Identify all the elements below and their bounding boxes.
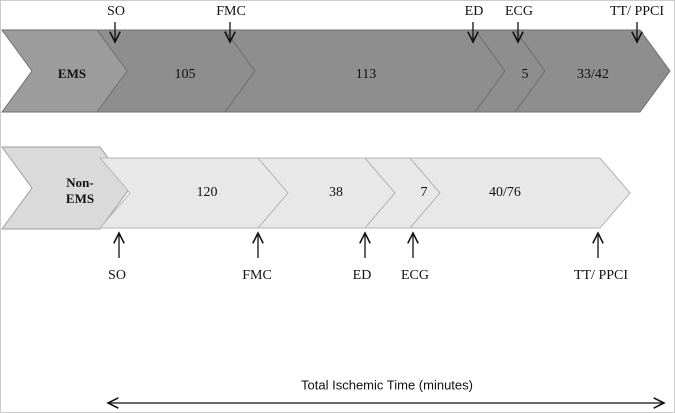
- segment-label: 38: [329, 185, 343, 200]
- marker-label: ECG: [505, 4, 533, 19]
- segment-label: 120: [197, 185, 218, 200]
- row-label: EMS: [66, 191, 94, 206]
- segment-label: 105: [175, 67, 196, 82]
- segment: [408, 157, 631, 229]
- marker-label: TT/ PPCI: [610, 4, 664, 19]
- marker-label: ED: [465, 4, 484, 19]
- marker-label: FMC: [216, 4, 246, 19]
- segment-label: 7: [421, 185, 428, 200]
- marker-label: ECG: [401, 268, 429, 283]
- segment-label: 40/76: [489, 185, 521, 200]
- segment: [514, 29, 671, 113]
- non-ems-markers: SO FMC ED ECG TT/ PPCI: [108, 233, 628, 283]
- segment-label: 33/42: [577, 67, 609, 82]
- marker-label: SO: [107, 4, 125, 19]
- marker-label: TT/ PPCI: [574, 268, 628, 283]
- row-label-chevron: [1, 146, 131, 230]
- marker-label: SO: [108, 268, 126, 283]
- segment-label: 5: [522, 67, 529, 82]
- footer-label: Total Ischemic Time (minutes): [301, 377, 473, 392]
- ems-markers: SO FMC ED ECG TT/ PPCI: [107, 4, 664, 42]
- row-label: EMS: [58, 66, 86, 81]
- marker-label: FMC: [242, 268, 272, 283]
- row-label: Non-: [66, 175, 93, 190]
- segment-label: 113: [356, 67, 376, 82]
- marker-label: ED: [353, 268, 372, 283]
